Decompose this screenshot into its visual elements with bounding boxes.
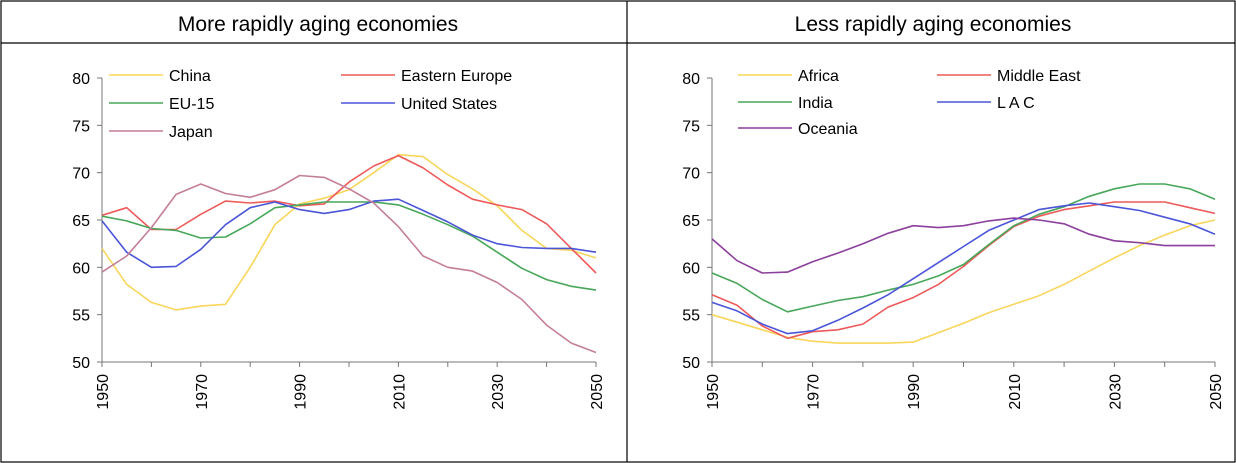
right-y-tick-label: 70 — [682, 166, 700, 183]
left-y-tick-label: 55 — [72, 308, 90, 325]
right-y-tick-label: 80 — [682, 71, 700, 88]
right-legend-label-1: Middle East — [997, 68, 1081, 85]
right-y-tick-label: 65 — [682, 213, 700, 230]
right-x-tick-label: 1990 — [906, 374, 923, 410]
right-series-line-1 — [712, 202, 1215, 338]
right-y-tick-label: 50 — [682, 355, 700, 372]
left-x-tick-label: 2030 — [490, 374, 507, 410]
right-y-tick-label: 55 — [682, 308, 700, 325]
left-y-tick-label: 65 — [72, 213, 90, 230]
right-y-tick-label: 60 — [682, 260, 700, 277]
left-x-tick-label: 2010 — [391, 374, 408, 410]
left-x-tick-label: 1990 — [293, 374, 310, 410]
right-legend-label-2: India — [798, 95, 833, 112]
right-x-tick-label: 1950 — [705, 374, 722, 410]
left-chart: 50 55 60 65 70 75 80 1950 1970 1990 2010 2030 2050 Ch… — [72, 68, 606, 410]
left-y-tick-label: 80 — [72, 71, 90, 88]
left-y-tick-label: 75 — [72, 118, 90, 135]
left-x-tick-label: 1970 — [194, 374, 211, 410]
right-x-tick-label: 2050 — [1208, 374, 1225, 410]
right-legend-label-0: Africa — [798, 68, 839, 85]
left-series-line-2 — [102, 202, 596, 290]
left-legend-label-0: China — [169, 68, 211, 85]
left-x-tick-label: 1950 — [95, 374, 112, 410]
right-x-tick-label: 2030 — [1107, 374, 1124, 410]
left-legend-label-1: Eastern Europe — [401, 68, 512, 85]
left-series-line-0 — [102, 155, 596, 310]
left-y-tick-label: 60 — [72, 260, 90, 277]
left-y-tick-label: 70 — [72, 166, 90, 183]
right-x-tick-label: 2010 — [1007, 374, 1024, 410]
right-x-tick-label: 1970 — [806, 374, 823, 410]
right-y-tick-label: 75 — [682, 118, 700, 135]
left-series-line-1 — [102, 156, 596, 273]
left-legend-label-3: United States — [401, 96, 497, 113]
right-series-line-3 — [712, 203, 1215, 334]
right-chart: 50 55 60 65 70 75 80 1950 1970 1990 2010 2030 2050 Af… — [682, 68, 1225, 410]
right-series-line-2 — [712, 184, 1215, 312]
right-series-line-0 — [712, 220, 1215, 343]
left-panel-title: More rapidly aging economies — [178, 13, 458, 36]
right-panel-title: Less rapidly aging economies — [795, 13, 1072, 36]
left-legend-label-4: Japan — [169, 124, 213, 141]
left-legend-label-2: EU-15 — [169, 96, 214, 113]
left-y-tick-label: 50 — [72, 355, 90, 372]
left-x-tick-label: 2050 — [589, 374, 606, 410]
right-legend-label-3: L A C — [997, 95, 1035, 112]
right-legend-label-4: Oceania — [798, 121, 858, 138]
